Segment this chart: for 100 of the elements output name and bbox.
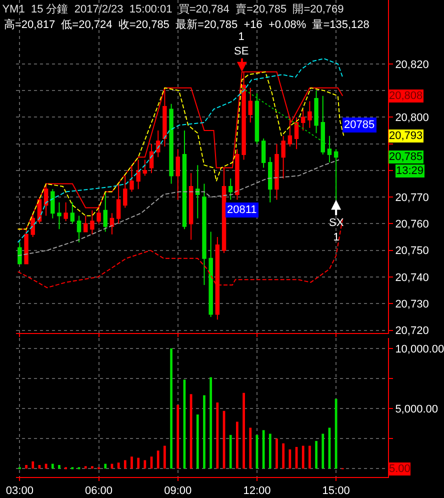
candlestick [261,138,266,168]
bar [302,446,304,469]
candlestick [314,90,318,134]
y-tick-label: 20,760 [395,218,429,231]
candlestick [96,204,101,224]
bar [130,456,133,469]
candlestick [142,159,148,176]
bar [288,449,292,469]
bar [58,464,60,469]
y-tick-label: 10,000.00 [395,343,444,356]
bar [203,395,206,469]
candlestick [208,231,213,318]
bar [282,443,285,469]
y-tick-label: 20,770 [395,192,429,204]
bar [164,446,166,469]
candlestick [76,215,82,243]
y-tick-label: 20,720 [395,325,429,338]
y-tick-label: 20,740 [395,272,429,284]
candlestick [202,183,206,286]
candlestick [188,172,194,240]
x-tick-label: 03:00 [6,485,34,498]
y-tick-label: 20,730 [395,298,429,310]
candlestick [110,212,114,235]
candlestick [268,156,272,203]
annotation: 20,793 [389,130,423,142]
bar [268,434,272,469]
candlestick [248,87,252,124]
bar [196,414,199,469]
text: 高=20,817 低=20,724 收=20,785 最新=20,785 +16 +0.08% 量=135,128 [4,18,370,31]
candlestick [64,202,68,222]
candlestick [288,116,292,147]
bar [334,398,338,469]
annotation: 20,785 [389,151,423,163]
bar [170,348,172,469]
candlestick [274,143,279,200]
candlestick [235,148,240,200]
candlestick [281,135,286,179]
chart-title: YM1 15 分鐘 2017/2/23 15:00:01 買=20,784 賣=20,785 開=20,769 [2,2,344,16]
bar [25,464,28,469]
bar [124,460,126,469]
bar [242,392,245,469]
y-tick-label: 5,000.00 [395,403,438,416]
candlestick [130,164,134,192]
bar [51,464,54,469]
bar [236,422,238,469]
candlestick [196,164,200,219]
bar [249,428,252,469]
annotation: 20,808 [389,90,423,102]
candlestick [294,116,299,150]
candlestick [136,159,140,190]
candlestick [156,130,160,158]
bar [144,460,146,469]
candlestick [320,95,325,155]
y-tick-label: 20,820 [395,58,429,71]
candlestick [228,178,233,200]
bar [322,434,324,469]
candlestick [254,92,260,144]
candlestick [149,143,154,174]
bar [104,464,107,469]
y-tick-label: 20,750 [395,245,429,258]
candlestick [18,242,22,264]
bar [210,377,212,469]
x-tick-label: 15:00 [322,485,350,498]
bar [84,466,87,469]
candlestick [70,202,75,224]
candlestick [50,188,55,219]
annotation: SX 1 [329,217,344,244]
candlestick [182,130,187,230]
candlestick [116,183,121,224]
x-tick-label: 09:00 [164,485,192,498]
bar [190,394,192,469]
bar [156,450,160,469]
candlestick [83,215,88,232]
candlestick [123,175,128,208]
text: 13:29 [396,165,424,177]
annotation: 5.00 [389,463,410,475]
candlestick [90,210,94,235]
x-tick-label: 12:00 [243,485,271,498]
candlestick [327,135,332,163]
candlestick [300,108,306,132]
annotation: 1 SE [234,31,249,58]
bar [308,446,311,469]
bar [176,404,180,469]
candlestick [308,100,312,128]
annotation: 20785 [344,119,375,131]
candlestick [103,191,108,232]
bar [315,440,318,469]
bar [32,461,34,469]
candlestick [176,148,180,200]
x-tick-label: 06:00 [85,485,113,498]
bar [276,438,278,469]
bar [91,466,94,469]
bar [229,434,232,469]
y-tick-label: 20,800 [395,112,429,124]
candlestick [57,202,62,230]
candlestick [44,183,48,216]
candlestick [169,103,174,184]
bar [137,458,140,469]
annotation: 20811 [227,204,257,216]
bar [262,430,265,469]
